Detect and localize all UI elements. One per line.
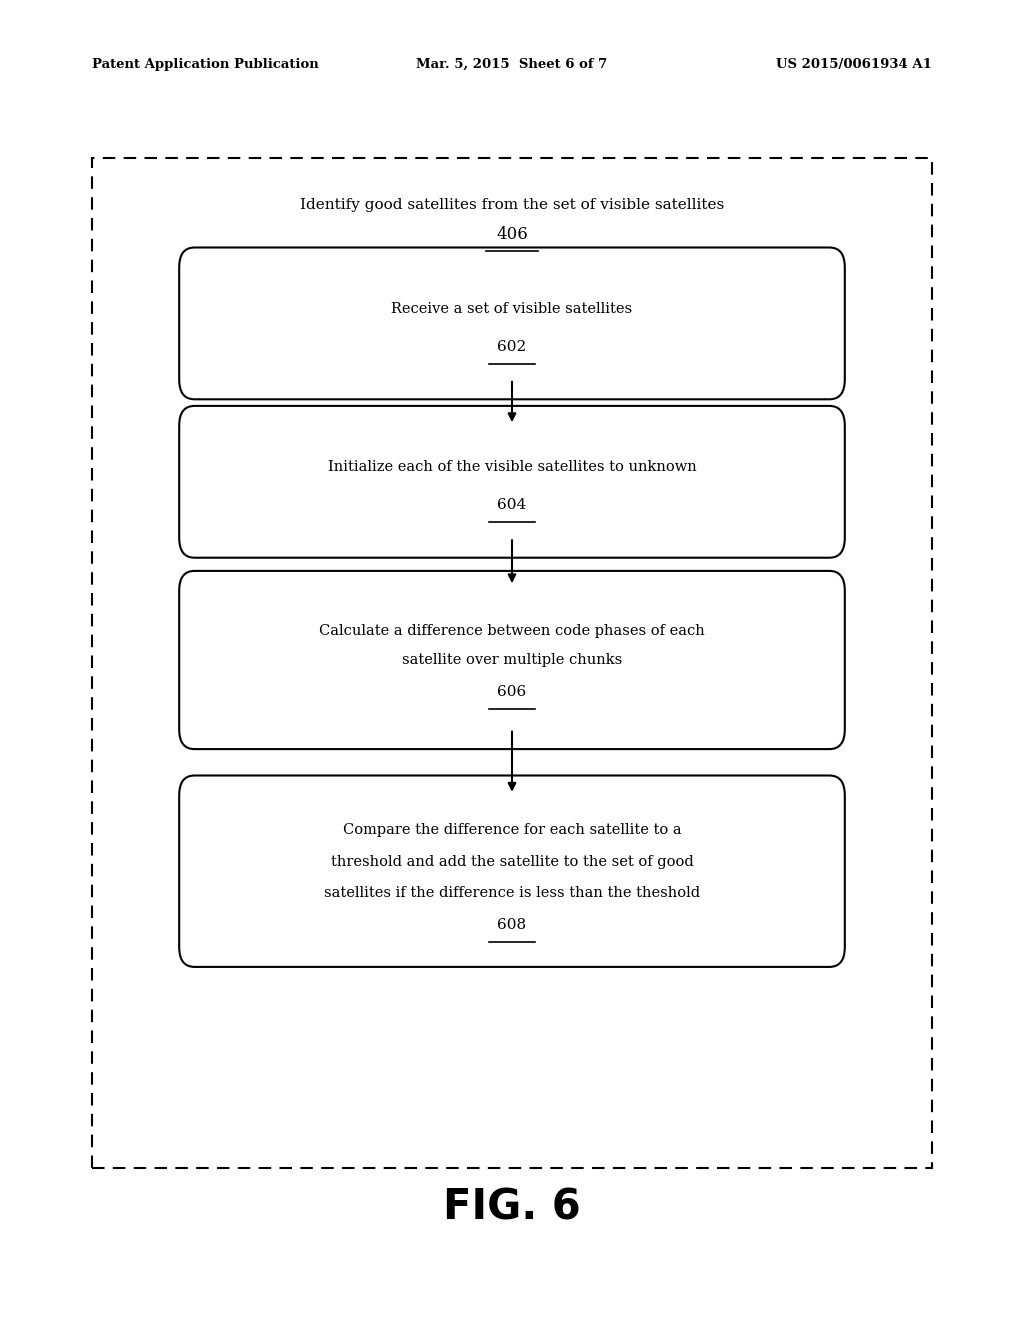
Text: 608: 608	[498, 917, 526, 932]
Text: Initialize each of the visible satellites to unknown: Initialize each of the visible satellite…	[328, 461, 696, 474]
Text: threshold and add the satellite to the set of good: threshold and add the satellite to the s…	[331, 854, 693, 869]
Text: 604: 604	[498, 498, 526, 512]
Text: satellites if the difference is less than the theshold: satellites if the difference is less tha…	[324, 886, 700, 900]
Text: Patent Application Publication: Patent Application Publication	[92, 58, 318, 71]
FancyBboxPatch shape	[179, 776, 845, 966]
Text: Identify good satellites from the set of visible satellites: Identify good satellites from the set of…	[300, 198, 724, 211]
FancyBboxPatch shape	[179, 570, 845, 750]
Text: Receive a set of visible satellites: Receive a set of visible satellites	[391, 302, 633, 315]
Text: satellite over multiple chunks: satellite over multiple chunks	[401, 653, 623, 667]
Text: Mar. 5, 2015  Sheet 6 of 7: Mar. 5, 2015 Sheet 6 of 7	[417, 58, 607, 71]
Text: Compare the difference for each satellite to a: Compare the difference for each satellit…	[343, 822, 681, 837]
Text: 406: 406	[496, 227, 528, 243]
FancyBboxPatch shape	[179, 248, 845, 399]
Text: 606: 606	[498, 685, 526, 700]
FancyBboxPatch shape	[179, 407, 845, 557]
Text: 602: 602	[498, 339, 526, 354]
Text: US 2015/0061934 A1: US 2015/0061934 A1	[776, 58, 932, 71]
Text: FIG. 6: FIG. 6	[443, 1187, 581, 1229]
Text: Calculate a difference between code phases of each: Calculate a difference between code phas…	[319, 624, 705, 638]
